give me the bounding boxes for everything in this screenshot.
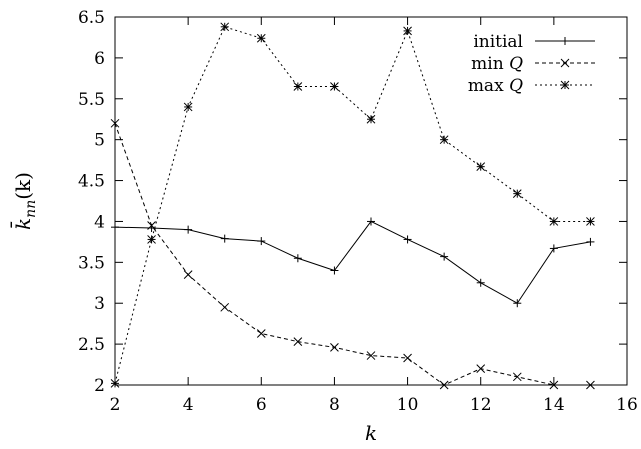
data-point-max-q <box>183 102 193 112</box>
data-point-min-q <box>512 372 522 382</box>
data-point-initial <box>293 254 302 263</box>
legend-marker-min-q <box>560 58 570 68</box>
y-axis-label-arg: (k) <box>11 172 35 200</box>
series-line-initial <box>114 220 591 304</box>
data-point-max-q <box>586 217 595 226</box>
data-point-initial <box>476 278 485 287</box>
x-tick-label: 4 <box>183 395 194 415</box>
data-point-initial <box>330 266 339 275</box>
series-initial <box>111 217 595 308</box>
data-point-max-q <box>366 114 376 124</box>
x-tick-label: 8 <box>329 395 340 415</box>
series-line-max-q <box>114 26 591 384</box>
legend-marker-max-q <box>560 80 570 90</box>
legend-label-min-q: min Q <box>471 54 523 74</box>
data-point-max-q <box>220 22 230 32</box>
y-tick-label: 5 <box>94 131 105 151</box>
legend-label-initial: initial <box>473 32 523 52</box>
x-tick-label: 16 <box>616 395 638 415</box>
data-point-initial <box>440 252 449 261</box>
data-point-max-q <box>403 26 412 36</box>
data-point-initial <box>367 217 375 226</box>
data-point-initial <box>184 225 193 234</box>
plot-frame <box>114 16 628 386</box>
y-tick-label: 6.5 <box>78 8 105 28</box>
y-tick-label: 3.5 <box>78 253 105 273</box>
x-tick-label: 14 <box>543 395 565 415</box>
y-tick-label: 2.5 <box>78 335 105 355</box>
data-point-min-q <box>293 337 303 347</box>
x-tick-label: 6 <box>256 395 267 415</box>
y-tick-label: 2 <box>94 376 105 396</box>
x-axis-label: k <box>365 421 377 445</box>
series-max-q <box>110 22 595 388</box>
data-point-max-q <box>330 82 339 91</box>
series-line-min-q <box>114 123 591 386</box>
legend-marker-initial <box>561 37 569 45</box>
data-point-max-q <box>147 235 156 244</box>
y-tick-label: 4.5 <box>78 172 105 192</box>
y-tick-label: 3 <box>94 294 105 314</box>
data-point-initial <box>257 237 266 246</box>
data-point-max-q <box>476 162 486 172</box>
data-point-initial <box>586 237 595 246</box>
y-tick-label: 6 <box>94 49 105 69</box>
y-tick-label: 5.5 <box>78 90 105 110</box>
data-point-max-q <box>439 135 449 145</box>
data-point-max-q <box>549 217 559 226</box>
data-point-max-q <box>293 82 303 91</box>
data-point-max-q <box>512 189 522 198</box>
series-layer <box>110 22 595 390</box>
data-point-initial <box>403 235 412 244</box>
data-point-max-q <box>256 33 266 43</box>
y-axis-label-sub: nn <box>23 200 39 218</box>
ticks-layer: 2 4 6 8 10 12 14 16 2 2.5 3 3.5 4 4.5 5 5.5 6 6.5 <box>78 8 638 415</box>
data-point-min-q <box>403 353 412 363</box>
data-point-min-q <box>366 351 376 360</box>
data-point-initial <box>549 244 558 253</box>
data-point-min-q <box>256 329 266 338</box>
data-point-min-q <box>330 343 339 352</box>
x-tick-label: 12 <box>470 395 492 415</box>
data-point-min-q <box>476 364 486 373</box>
series-min-q <box>110 118 595 390</box>
data-point-initial <box>220 234 229 243</box>
data-point-min-q <box>183 270 193 279</box>
y-axis-label: k̄nn(k) <box>10 172 39 230</box>
y-tick-label: 4 <box>94 212 105 232</box>
x-tick-label: 10 <box>397 395 419 415</box>
data-point-initial <box>513 299 522 308</box>
data-point-min-q <box>220 302 230 312</box>
legend-label-max-q: max Q <box>468 76 523 96</box>
y-axis-label-base: k̄ <box>10 218 35 230</box>
x-tick-label: 2 <box>110 395 121 415</box>
